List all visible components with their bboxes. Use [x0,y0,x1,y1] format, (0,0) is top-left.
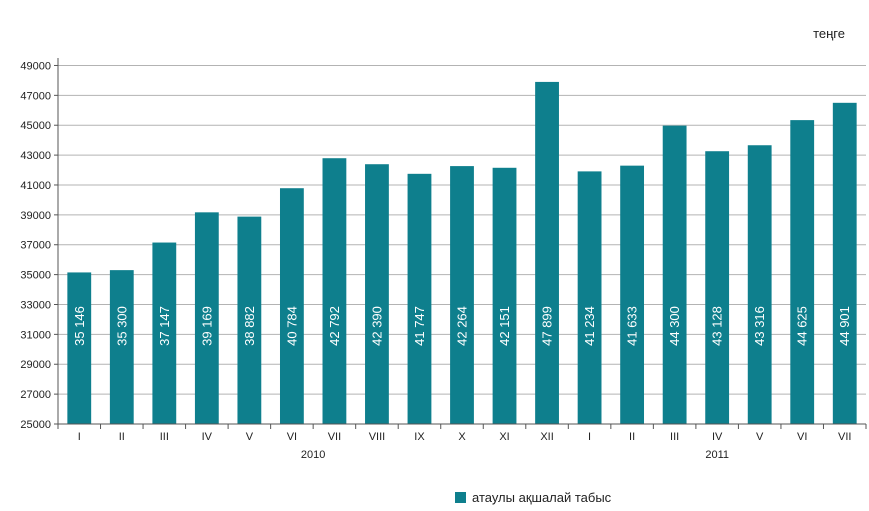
unit-label: теңге [813,26,845,41]
y-tick-label: 43000 [20,150,51,162]
x-tick-label: III [160,431,169,443]
x-tick-label: IV [202,431,213,443]
bar-value-label: 43 128 [710,306,725,346]
bar-value-label: 41 633 [625,306,640,346]
bar [790,120,815,425]
bar-value-label: 41 747 [412,306,427,346]
bar [67,272,92,424]
bar [450,166,474,424]
bar-value-label: 44 300 [667,306,682,346]
x-tick-label: XI [499,431,509,443]
x-tick-label: VII [328,431,341,443]
x-tick-label: IV [712,431,723,443]
x-tick-label: VII [838,431,851,443]
bar-value-label: 47 899 [540,306,555,346]
bar-value-label: 39 169 [199,306,214,346]
y-tick-label: 39000 [20,210,51,222]
x-tick-label: V [246,431,254,443]
bar [109,270,134,424]
bar [620,165,645,425]
year-group-label: 2010 [301,449,325,461]
bar-value-label: 35 146 [72,306,87,346]
y-tick-label: 41000 [20,180,51,192]
x-tick-label: II [119,431,125,443]
bar-value-label: 40 784 [284,306,299,346]
y-tick-label: 35000 [20,270,51,282]
x-tick-label: IX [414,431,425,443]
y-tick-label: 27000 [20,389,51,401]
legend-label: атаулы ақшалай табыс [472,490,612,505]
bar-value-label: 43 316 [752,306,767,346]
bar [662,125,687,424]
bar-value-label: 35 300 [114,306,129,346]
bars: 35 146 35 300 37 147 39 169 38 882 40 784 42 7… [67,81,857,425]
bar [237,216,262,424]
year-group-label: 2011 [705,449,729,461]
bar [705,151,730,424]
x-axis: I II III IV V VI VII VIII IX X XI XII I II III IV V VI VII… [57,423,867,461]
y-tick-label: 31000 [20,329,51,341]
y-tick-label: 37000 [20,240,51,252]
bar-chart: 25000 27000 29000 31000 33000 35000 37000 39000… [20,58,867,461]
bar-value-label: 42 390 [369,306,384,346]
bar-value-label: 42 792 [327,306,342,346]
y-tick-label: 33000 [20,299,51,311]
y-tick-label: 47000 [20,90,51,102]
y-tick-label: 49000 [20,60,51,72]
x-tick-label: I [78,431,81,443]
x-tick-label: I [588,431,591,443]
y-tick-label: 45000 [20,120,51,132]
bar-value-label: 42 151 [497,306,512,346]
bar [577,171,602,424]
x-tick-label: VI [797,431,807,443]
bar [365,164,389,424]
y-tick-label: 29000 [20,359,51,371]
bar [535,81,559,424]
bar [152,242,177,424]
x-tick-label: III [670,431,679,443]
bar-value-label: 41 234 [582,306,597,346]
x-tick-label: XII [540,431,553,443]
bar [322,158,347,425]
legend: атаулы ақшалай табыс [455,490,611,505]
bar [747,145,772,425]
x-tick-label: VIII [369,431,386,443]
bar [832,102,857,424]
bar [407,173,432,424]
x-tick-label: X [458,431,466,443]
x-tick-label: II [629,431,635,443]
y-axis: 25000 27000 29000 31000 33000 35000 37000 39000… [20,58,59,431]
bar [194,212,219,424]
bar-value-label: 44 625 [795,306,810,346]
bar [279,188,304,424]
bar-value-label: 44 901 [837,306,852,346]
legend-swatch [455,492,466,503]
bar [492,167,517,424]
x-tick-label: V [756,431,764,443]
bar-value-label: 37 147 [157,306,172,346]
bar-value-label: 38 882 [242,306,257,346]
x-tick-label: VI [287,431,297,443]
y-tick-label: 25000 [20,419,51,431]
bar-value-label: 42 264 [455,306,470,346]
